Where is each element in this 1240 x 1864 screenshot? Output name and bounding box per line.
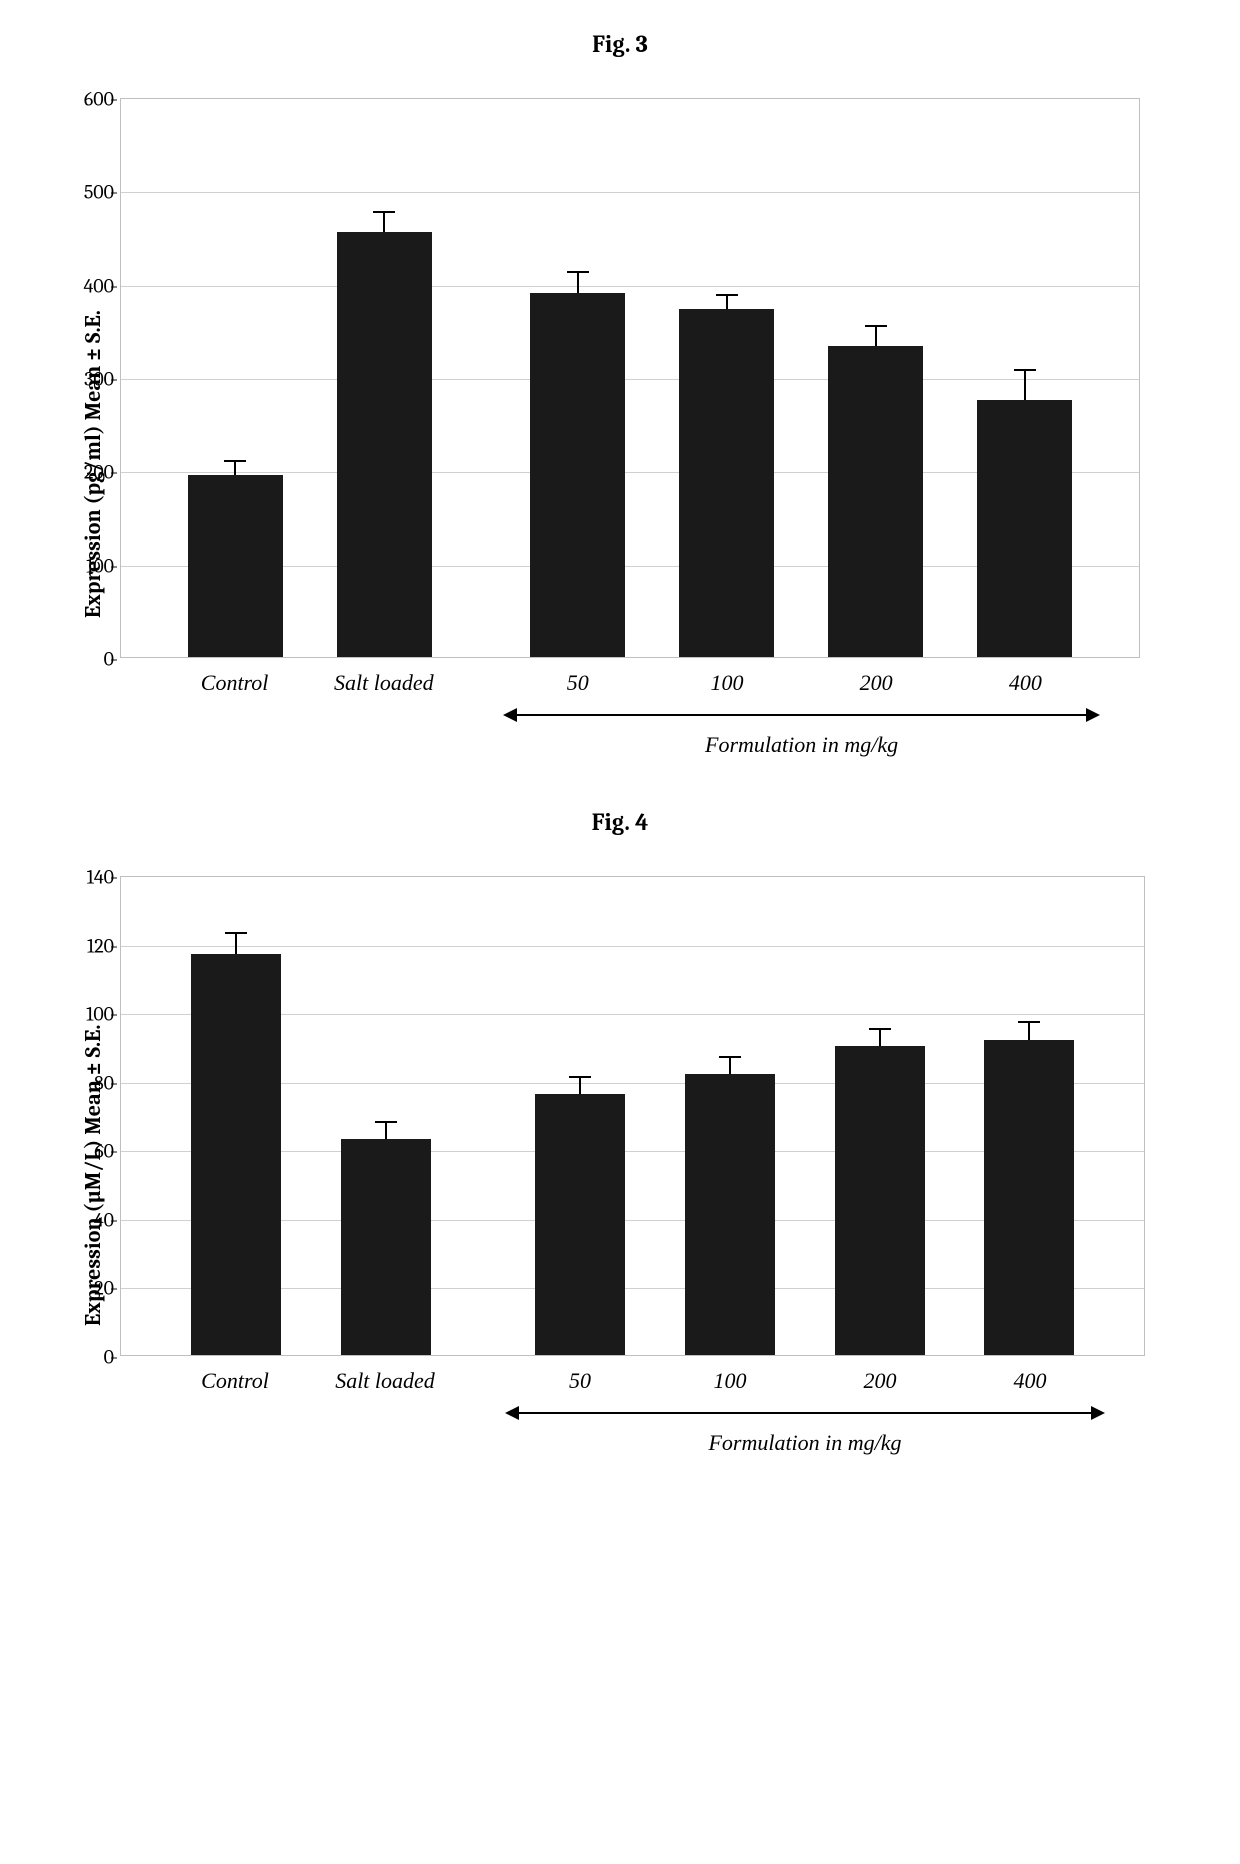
error-bar [235,933,237,954]
bar [828,346,923,657]
error-bar [726,295,728,309]
error-bar [383,212,385,233]
error-bar [385,1122,387,1139]
bar [530,293,625,657]
figure-3: Fig. 3 Expression (pg/ml) Mean ± S.E. 01… [40,30,1200,758]
y-tick-label: 100 [66,554,114,577]
y-tick-label: 300 [66,368,114,391]
figure-4-plot-area: 020406080100120140 [120,876,1145,1356]
error-cap [224,460,246,462]
figure-3-x-labels: ControlSalt loaded 50100200400 [120,658,1140,696]
y-tick-label: 200 [66,461,114,484]
x-tick-label: 200 [802,670,951,696]
x-tick-label: Salt loaded [310,1368,460,1394]
arrow-caption-text: Formulation in mg/kg [505,1430,1105,1456]
bar [337,232,432,657]
bars-container [121,99,1139,657]
error-cap [567,271,589,273]
error-bar [1024,370,1026,400]
error-cap [373,211,395,213]
x-tick-label: 400 [951,670,1100,696]
bar-slot [950,400,1099,657]
y-tick-label: 60 [66,1140,114,1163]
figure-4-x-labels: ControlSalt loaded 50100200400 [120,1356,1145,1394]
x-tick-label: Salt loaded [309,670,458,696]
bar-slot [311,1139,461,1355]
bar [984,1040,1074,1355]
bar [191,954,281,1355]
figure-3-chart: Expression (pg/ml) Mean ± S.E. 010020030… [120,98,1200,758]
y-tick-label: 120 [66,934,114,957]
bar-slot [652,309,801,657]
y-tick-label: 20 [66,1277,114,1300]
bar-slot [805,1046,955,1355]
bar-slot [655,1074,805,1355]
bar [188,475,283,657]
bars-container [121,877,1144,1355]
figure-4-arrow-caption: Formulation in mg/kg [120,1430,1145,1456]
x-tick-label: 100 [652,670,801,696]
arrow-head-left-icon [505,1406,519,1420]
x-tick-label: 50 [505,1368,655,1394]
x-tick-label: 50 [503,670,652,696]
error-bar [577,272,579,293]
error-cap [1014,369,1036,371]
bar [685,1074,775,1355]
figure-4-title: Fig. 4 [40,808,1200,836]
y-tick-label: 0 [66,1346,114,1369]
figure-3-title: Fig. 3 [40,30,1200,58]
bar [679,309,774,657]
y-tick-label: 140 [66,866,114,889]
bar-slot [161,954,311,1355]
error-bar [729,1057,731,1074]
figure-4: Fig. 4 Expression (µM/L) Mean ± S.E. 020… [40,808,1200,1456]
arrow-head-left-icon [503,708,517,722]
arrow-line [515,1412,1095,1414]
bar [535,1094,625,1355]
figure-3-arrow-row [120,704,1140,728]
x-tick-label: 100 [655,1368,805,1394]
error-bar [879,1029,881,1046]
figure-3-plot-area: 0100200300400500600 [120,98,1140,658]
error-cap [375,1121,397,1123]
y-tick-label: 500 [66,181,114,204]
x-tick-label: Control [160,670,309,696]
bar-slot [503,293,652,657]
error-cap [869,1028,891,1030]
y-tick-label: 600 [66,88,114,111]
bar-slot [310,232,459,657]
error-bar [579,1077,581,1094]
error-cap [569,1076,591,1078]
error-cap [716,294,738,296]
bar [835,1046,925,1355]
x-tick-label: Control [160,1368,310,1394]
error-cap [225,932,247,934]
figure-4-arrow-row [120,1402,1145,1426]
bar [341,1139,431,1355]
y-tick-label: 0 [66,648,114,671]
x-tick-label: 200 [805,1368,955,1394]
error-cap [865,325,887,327]
y-tick-label: 80 [66,1071,114,1094]
bar-slot [954,1040,1104,1355]
bar-slot [161,475,310,657]
error-bar [1028,1022,1030,1039]
figure-3-arrow-caption: Formulation in mg/kg [120,732,1140,758]
arrow-caption-text: Formulation in mg/kg [503,732,1100,758]
arrow-head-right-icon [1091,1406,1105,1420]
bar-slot [801,346,950,657]
error-bar [234,461,236,475]
error-cap [1018,1021,1040,1023]
figure-4-chart: Expression (µM/L) Mean ± S.E. 0204060801… [120,876,1200,1456]
y-tick-label: 100 [66,1003,114,1026]
y-tick-label: 400 [66,274,114,297]
arrow-line [513,714,1090,716]
error-bar [875,326,877,347]
bar [977,400,1072,657]
arrow-head-right-icon [1086,708,1100,722]
bar-slot [505,1094,655,1355]
y-tick-label: 40 [66,1208,114,1231]
x-tick-label: 400 [955,1368,1105,1394]
error-cap [719,1056,741,1058]
